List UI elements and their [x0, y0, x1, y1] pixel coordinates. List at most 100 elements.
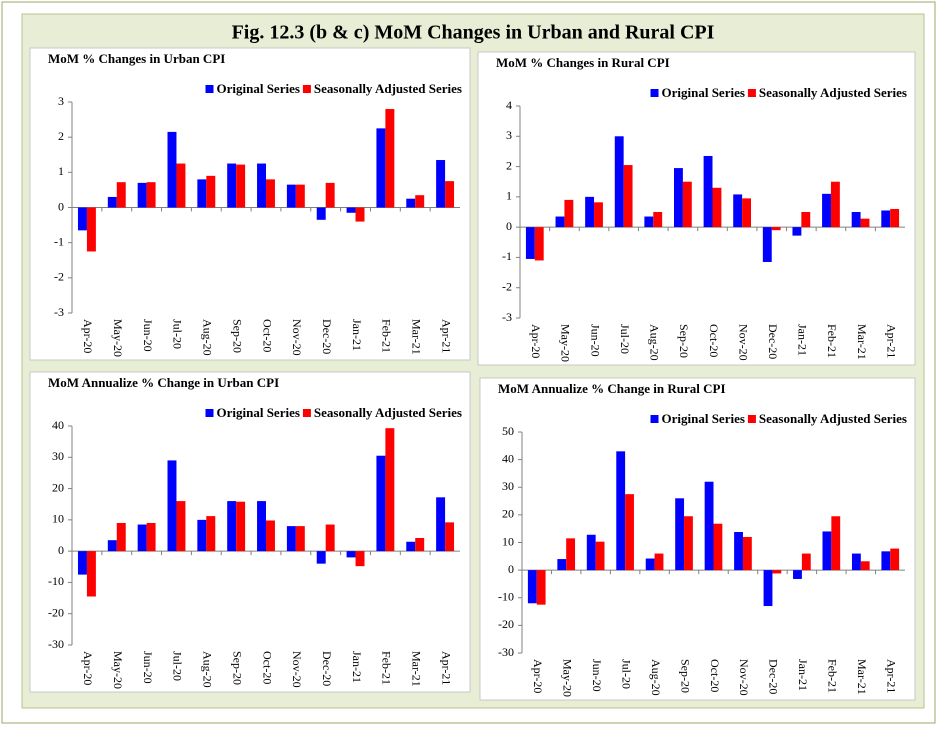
bar [236, 164, 246, 208]
bar [77, 551, 87, 575]
x-tick-label: May-20 [560, 659, 574, 697]
bar [266, 179, 275, 208]
bar [406, 198, 416, 208]
y-tick-label: 0 [506, 219, 512, 233]
y-tick-label: 10 [52, 512, 64, 526]
bar [167, 460, 177, 552]
bar [645, 558, 655, 571]
legend-label: Original Series [662, 411, 745, 426]
bar [415, 195, 425, 208]
legend-swatch [302, 409, 311, 417]
x-tick-label: May-20 [111, 651, 125, 689]
bar [674, 168, 683, 228]
bar [586, 534, 596, 571]
bar [616, 451, 626, 571]
bar [316, 551, 326, 564]
bar [197, 179, 207, 208]
bar [595, 541, 605, 571]
x-tick-label: Feb-21 [825, 324, 839, 358]
y-tick-label: 40 [52, 418, 64, 432]
bar [822, 193, 831, 228]
x-tick-label: Jun-20 [141, 319, 155, 352]
x-tick-label: Apr-20 [529, 324, 543, 358]
y-tick-label: 20 [502, 507, 514, 521]
bar [227, 163, 237, 208]
bar [176, 501, 186, 552]
bar [436, 160, 446, 208]
y-tick-label: 0 [58, 543, 64, 557]
panel [29, 371, 471, 693]
bar [385, 109, 395, 208]
x-tick-label: Oct-20 [707, 324, 721, 357]
x-tick-label: Nov-20 [736, 324, 750, 361]
y-tick-label: -1 [502, 249, 512, 263]
y-tick-label: 4 [506, 98, 512, 112]
x-tick-label: Jun-20 [141, 651, 155, 684]
panel [29, 47, 471, 361]
bar [86, 551, 96, 597]
bar [176, 163, 186, 208]
x-tick-label: Nov-20 [737, 659, 751, 696]
y-tick-label: 3 [58, 94, 64, 108]
bar [325, 524, 335, 552]
legend-label: Seasonally Adjusted Series [759, 85, 907, 100]
y-tick-label: -2 [54, 270, 64, 284]
y-tick-label: 50 [502, 424, 514, 438]
bar [227, 501, 237, 552]
bar [623, 165, 633, 228]
x-tick-label: Apr-20 [81, 319, 95, 353]
x-tick-label: Apr-20 [531, 659, 545, 693]
legend-swatch [205, 85, 214, 93]
bar [137, 524, 147, 552]
bar [890, 208, 900, 228]
bar [525, 227, 535, 259]
x-tick-label: Sep-20 [230, 319, 244, 353]
y-tick-label: 3 [506, 128, 512, 142]
x-tick-label: Feb-21 [826, 659, 840, 693]
y-tick-label: 30 [502, 479, 514, 493]
x-tick-label: Jul-20 [171, 651, 185, 681]
bar [415, 538, 425, 552]
bar [107, 196, 117, 208]
legend-label: Seasonally Adjusted Series [314, 405, 462, 420]
y-tick-label: 10 [502, 534, 514, 548]
panel [477, 51, 916, 366]
y-tick-label: 40 [502, 451, 514, 465]
x-tick-label: Apr-21 [439, 651, 453, 685]
y-tick-label: 1 [506, 189, 512, 203]
bar [286, 184, 296, 208]
x-tick-label: Aug-20 [201, 319, 215, 356]
bar [534, 227, 544, 261]
x-tick-label: Jun-20 [588, 324, 602, 357]
bar [704, 481, 714, 571]
bar [712, 187, 722, 228]
x-tick-label: Jul-20 [619, 659, 633, 689]
x-tick-label: Dec-20 [320, 319, 334, 354]
bar [116, 522, 126, 552]
x-tick-label: Apr-21 [439, 319, 453, 353]
bar [675, 498, 685, 571]
y-tick-label: 2 [58, 129, 64, 143]
bar [881, 551, 891, 571]
bar [733, 194, 743, 228]
bar [830, 181, 840, 228]
bar [436, 497, 446, 552]
y-tick-label: -20 [498, 617, 514, 631]
legend-swatch [205, 409, 214, 417]
legend-swatch [650, 415, 659, 423]
bar [146, 522, 156, 552]
panel [479, 377, 916, 701]
x-tick-label: Nov-20 [290, 319, 304, 356]
y-tick-label: 20 [52, 480, 64, 494]
bar [881, 210, 891, 228]
legend-label: Original Series [217, 405, 300, 420]
x-tick-label: Oct-20 [708, 659, 722, 692]
bar [445, 522, 455, 552]
bar [594, 202, 603, 228]
bar [792, 227, 802, 236]
bar [763, 570, 773, 607]
bar [713, 523, 723, 571]
bar [585, 196, 595, 228]
